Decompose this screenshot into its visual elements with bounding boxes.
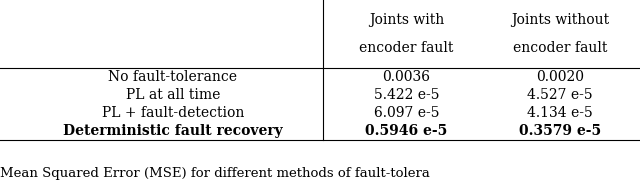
Text: 5.422 e-5: 5.422 e-5 xyxy=(374,88,439,102)
Text: PL + fault-detection: PL + fault-detection xyxy=(102,106,244,120)
Text: 0.5946 e-5: 0.5946 e-5 xyxy=(365,124,447,138)
Text: Joints without: Joints without xyxy=(511,14,609,28)
Text: 4.527 e-5: 4.527 e-5 xyxy=(527,88,593,102)
Text: Deterministic fault recovery: Deterministic fault recovery xyxy=(63,124,283,138)
Text: 0.0020: 0.0020 xyxy=(536,70,584,84)
Text: 6.097 e-5: 6.097 e-5 xyxy=(374,106,439,120)
Text: No fault-tolerance: No fault-tolerance xyxy=(108,70,237,84)
Text: 0.0036: 0.0036 xyxy=(383,70,430,84)
Text: Mean Squared Error (MSE) for different methods of fault-tolera: Mean Squared Error (MSE) for different m… xyxy=(0,167,430,180)
Text: PL at all time: PL at all time xyxy=(125,88,220,102)
Text: 4.134 e-5: 4.134 e-5 xyxy=(527,106,593,120)
Text: encoder fault: encoder fault xyxy=(359,41,454,55)
Text: encoder fault: encoder fault xyxy=(513,41,607,55)
Text: 0.3579 e-5: 0.3579 e-5 xyxy=(519,124,601,138)
Text: Joints with: Joints with xyxy=(369,14,444,28)
